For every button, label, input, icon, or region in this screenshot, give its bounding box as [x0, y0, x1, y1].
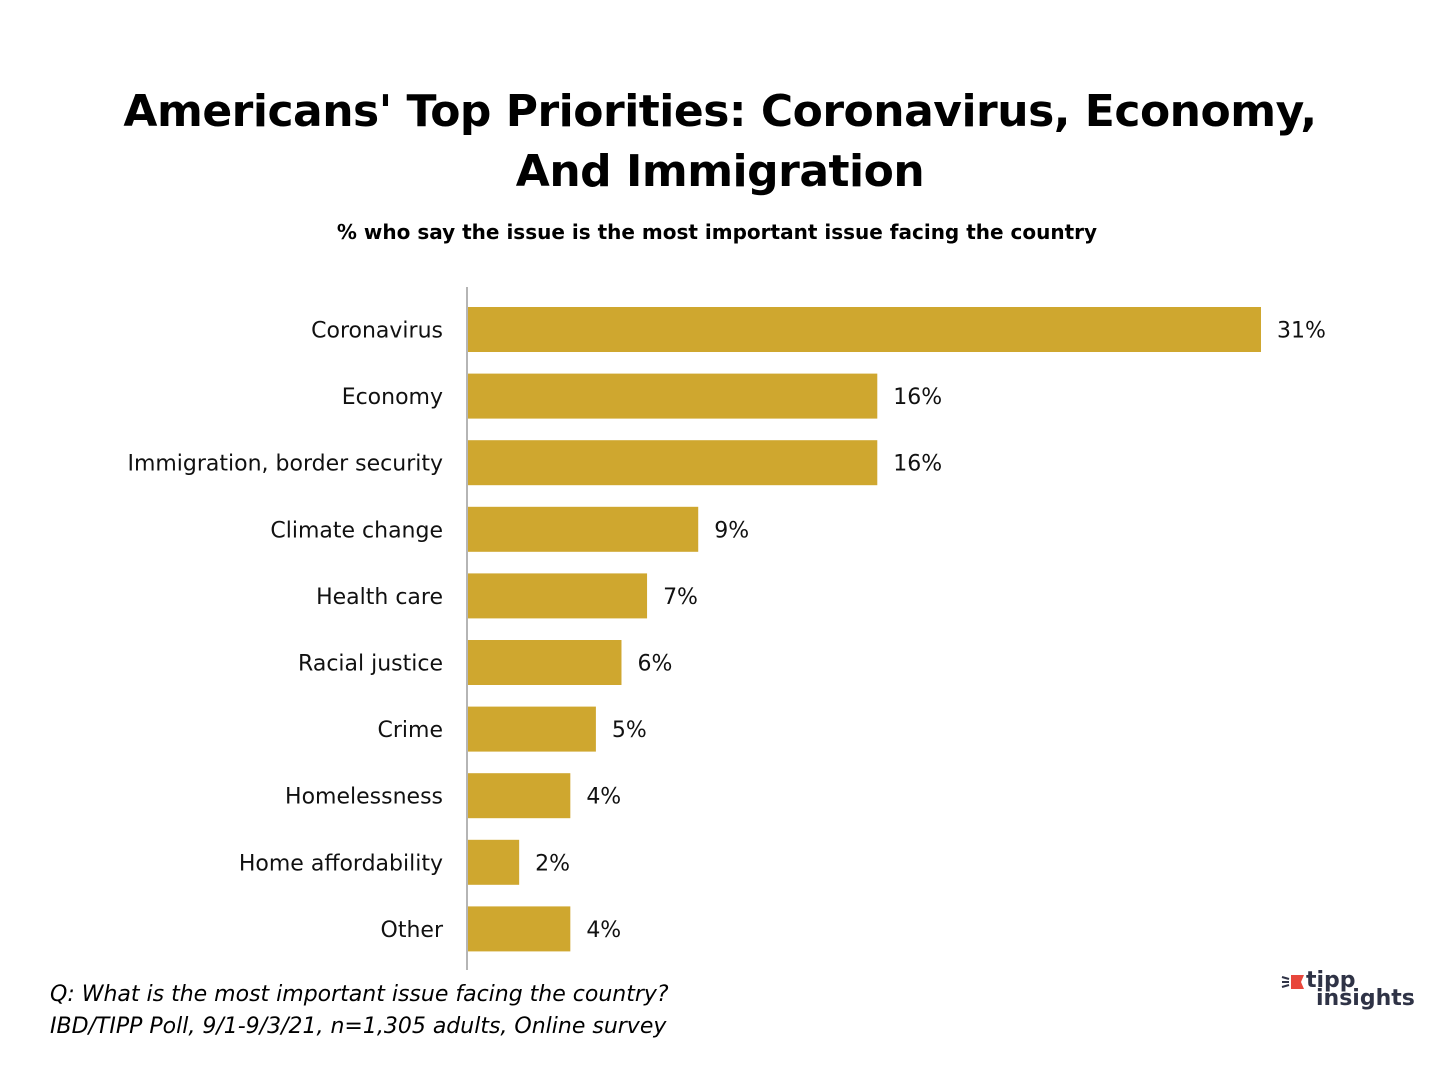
- category-label: Coronavirus: [311, 319, 443, 344]
- question-footnote: Q: What is the most important issue faci…: [50, 982, 669, 1007]
- data-label: 6%: [637, 652, 672, 677]
- chart-subtitle: % who say the issue is the most importan…: [336, 220, 1098, 244]
- category-label: Home affordability: [239, 851, 443, 876]
- logo-text-insights: insights: [1316, 986, 1415, 1011]
- category-label: Climate change: [270, 518, 443, 543]
- data-label: 16%: [893, 452, 942, 477]
- source-footnote: IBD/TIPP Poll, 9/1-9/3/21, n=1,305 adult…: [50, 1014, 667, 1039]
- data-label: 16%: [893, 385, 942, 410]
- category-label: Homelessness: [285, 785, 443, 810]
- bar-health-care: [468, 573, 648, 619]
- tipp-insights-logo: tipp insights: [1280, 968, 1420, 1018]
- logo-text-tipp: tipp: [1306, 968, 1356, 993]
- bar-climate-change: [468, 506, 699, 552]
- category-label: Immigration, border security: [127, 452, 443, 477]
- category-label: Crime: [378, 718, 443, 743]
- bar-other: [468, 906, 571, 952]
- chart-title-line-2: And Immigration: [515, 146, 925, 197]
- data-label: 4%: [586, 918, 621, 943]
- category-label: Economy: [342, 385, 443, 410]
- logo-flag-icon: [1281, 975, 1304, 989]
- bar-crime: [468, 706, 596, 752]
- bar-economy: [468, 373, 878, 419]
- data-label: 31%: [1277, 319, 1326, 344]
- bar-racial-justice: [468, 640, 622, 685]
- chart-title-line-1: Americans' Top Priorities: Coronavirus, …: [123, 86, 1317, 137]
- category-label: Other: [381, 918, 444, 943]
- chart-title: Americans' Top Priorities: Coronavirus, …: [0, 82, 1440, 202]
- category-label: Racial justice: [298, 652, 443, 677]
- data-label: 7%: [663, 585, 698, 610]
- bar-homelessness: [468, 773, 571, 819]
- data-label: 9%: [714, 518, 749, 543]
- data-label: 4%: [586, 785, 621, 810]
- bar-home-affordability: [468, 839, 520, 885]
- bar-coronavirus: [468, 307, 1261, 352]
- category-label: Health care: [316, 585, 443, 610]
- data-label: 5%: [612, 718, 647, 743]
- data-label: 2%: [535, 851, 570, 876]
- bar-immigration-border-security: [468, 440, 878, 486]
